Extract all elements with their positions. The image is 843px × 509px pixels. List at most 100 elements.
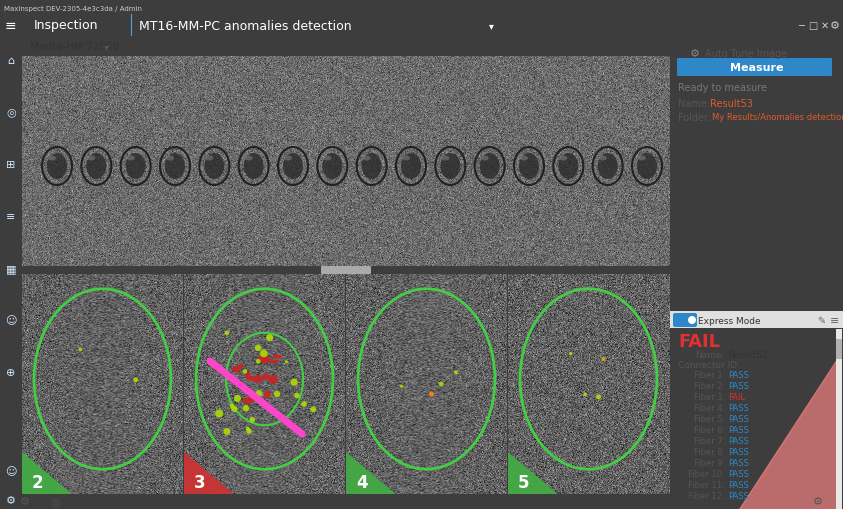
Text: ▾: ▾ <box>489 21 494 31</box>
Text: Manta-HM 72000: Manta-HM 72000 <box>30 42 119 52</box>
Ellipse shape <box>480 154 500 180</box>
Text: Fiber 9:: Fiber 9: <box>694 459 725 468</box>
Text: ⚙: ⚙ <box>690 49 700 59</box>
Polygon shape <box>739 359 837 509</box>
Text: Ready to measure: Ready to measure <box>678 83 767 93</box>
Text: Fiber 12:: Fiber 12: <box>689 492 725 500</box>
Text: Fiber 11:: Fiber 11: <box>689 480 725 490</box>
Ellipse shape <box>599 156 607 161</box>
Circle shape <box>229 404 234 409</box>
Ellipse shape <box>204 154 224 180</box>
Circle shape <box>583 393 587 397</box>
Text: Fiber 4:: Fiber 4: <box>694 404 725 413</box>
Text: ≡: ≡ <box>830 316 840 325</box>
Text: FAIL: FAIL <box>728 393 745 402</box>
Text: ─: ─ <box>798 21 803 31</box>
Text: PASS: PASS <box>728 371 749 380</box>
Ellipse shape <box>402 156 410 161</box>
Text: ◎: ◎ <box>50 496 60 506</box>
Ellipse shape <box>244 372 250 379</box>
Ellipse shape <box>233 366 240 373</box>
Text: 4: 4 <box>356 473 368 491</box>
Text: ☺: ☺ <box>5 466 17 476</box>
Text: ☺: ☺ <box>5 315 17 325</box>
Text: Express Mode: Express Mode <box>698 316 760 325</box>
Text: PASS: PASS <box>728 437 749 445</box>
Ellipse shape <box>88 156 95 161</box>
Polygon shape <box>184 452 234 494</box>
Ellipse shape <box>519 154 539 180</box>
Ellipse shape <box>401 154 421 180</box>
Ellipse shape <box>637 154 657 180</box>
Ellipse shape <box>284 156 292 161</box>
Ellipse shape <box>558 154 578 180</box>
Text: Measure: Measure <box>730 63 783 73</box>
Text: PASS: PASS <box>728 404 749 413</box>
Circle shape <box>215 410 223 417</box>
Circle shape <box>688 317 696 324</box>
Polygon shape <box>346 452 395 494</box>
Text: PASS: PASS <box>728 415 749 423</box>
Ellipse shape <box>442 156 449 161</box>
Circle shape <box>429 392 434 397</box>
Ellipse shape <box>244 156 253 161</box>
Text: Result52: Result52 <box>728 350 767 359</box>
Ellipse shape <box>264 390 271 399</box>
Circle shape <box>400 385 403 388</box>
Ellipse shape <box>268 360 279 363</box>
Ellipse shape <box>362 156 371 161</box>
Circle shape <box>301 401 307 407</box>
Ellipse shape <box>244 154 264 180</box>
Circle shape <box>439 382 443 386</box>
Text: Fiber 2:: Fiber 2: <box>694 382 725 391</box>
Text: □: □ <box>808 21 817 31</box>
Polygon shape <box>508 452 558 494</box>
Circle shape <box>224 331 229 335</box>
Circle shape <box>274 391 280 398</box>
Ellipse shape <box>248 376 255 381</box>
Text: PASS: PASS <box>728 447 749 457</box>
Ellipse shape <box>362 154 382 180</box>
Ellipse shape <box>48 156 56 161</box>
Text: 5: 5 <box>518 473 529 491</box>
Circle shape <box>231 406 238 412</box>
Text: ⊞: ⊞ <box>6 159 16 169</box>
Text: ⌂: ⌂ <box>8 55 14 66</box>
Text: Name:: Name: <box>695 350 725 359</box>
Ellipse shape <box>520 156 528 161</box>
Circle shape <box>243 405 250 412</box>
Circle shape <box>223 428 230 435</box>
Text: ⚙: ⚙ <box>20 496 30 506</box>
Ellipse shape <box>242 398 254 404</box>
Circle shape <box>454 371 458 375</box>
Circle shape <box>601 357 605 361</box>
Circle shape <box>291 379 298 386</box>
Circle shape <box>250 417 255 423</box>
Text: Result53: Result53 <box>710 99 753 109</box>
Text: PASS: PASS <box>728 470 749 478</box>
Text: ▾: ▾ <box>104 42 109 52</box>
Ellipse shape <box>166 156 174 161</box>
Circle shape <box>255 390 262 397</box>
Ellipse shape <box>440 154 460 180</box>
FancyBboxPatch shape <box>673 314 697 327</box>
Text: Name:: Name: <box>678 99 710 109</box>
FancyBboxPatch shape <box>677 59 832 77</box>
Text: ⚙: ⚙ <box>813 496 823 506</box>
Circle shape <box>255 345 261 351</box>
Ellipse shape <box>86 154 106 180</box>
Text: Fiber 1:: Fiber 1: <box>694 371 725 380</box>
FancyBboxPatch shape <box>670 312 843 328</box>
Circle shape <box>285 360 288 363</box>
Text: ≡: ≡ <box>6 211 16 221</box>
Text: My Results/Anomalies detection multi-fibe: My Results/Anomalies detection multi-fib… <box>712 114 843 122</box>
Text: PASS: PASS <box>728 459 749 468</box>
Circle shape <box>294 393 300 399</box>
Ellipse shape <box>481 156 489 161</box>
Text: ✕: ✕ <box>820 21 829 31</box>
Text: ≡: ≡ <box>4 19 16 33</box>
Circle shape <box>260 350 268 358</box>
Circle shape <box>133 378 138 383</box>
FancyBboxPatch shape <box>836 329 842 509</box>
Text: Connector ID:: Connector ID: <box>678 360 740 369</box>
